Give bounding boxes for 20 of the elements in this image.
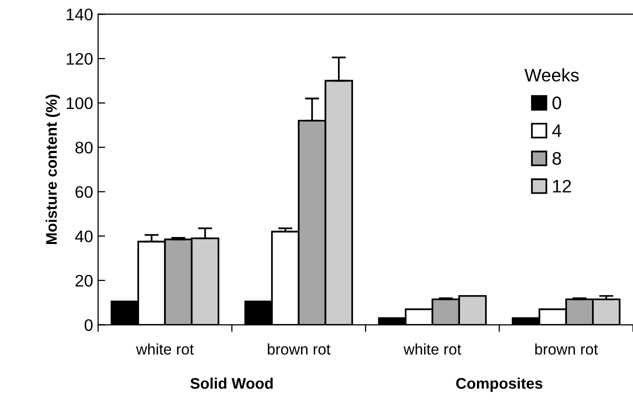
x-tick-label: brown rot (535, 343, 598, 355)
y-tick-label: 140 (66, 8, 93, 20)
text: Composites (456, 378, 542, 392)
legend-title: Weeks (524, 68, 579, 82)
y-axis-title: Moisture content (%) (46, 94, 60, 244)
legend-label: 0 (552, 96, 562, 110)
y-tick-label: 80 (75, 142, 93, 154)
y-tick-label: 60 (76, 186, 93, 198)
y-tick-label: 40 (75, 230, 93, 242)
text: Solid Wood (190, 378, 273, 389)
x-tick-label: brown rot (268, 343, 330, 355)
legend-label: 4 (552, 124, 562, 137)
x-tick-label: white rot (404, 343, 462, 355)
y-tick-label: 100 (66, 97, 93, 110)
y-tick-label: 20 (76, 274, 93, 287)
y-tick-label: 120 (66, 52, 93, 65)
legend-label: 8 (552, 152, 562, 165)
y-tick-label: 0 (84, 319, 93, 332)
legend-label: 12 (553, 180, 571, 192)
x-tick-label: white rot (136, 343, 194, 355)
